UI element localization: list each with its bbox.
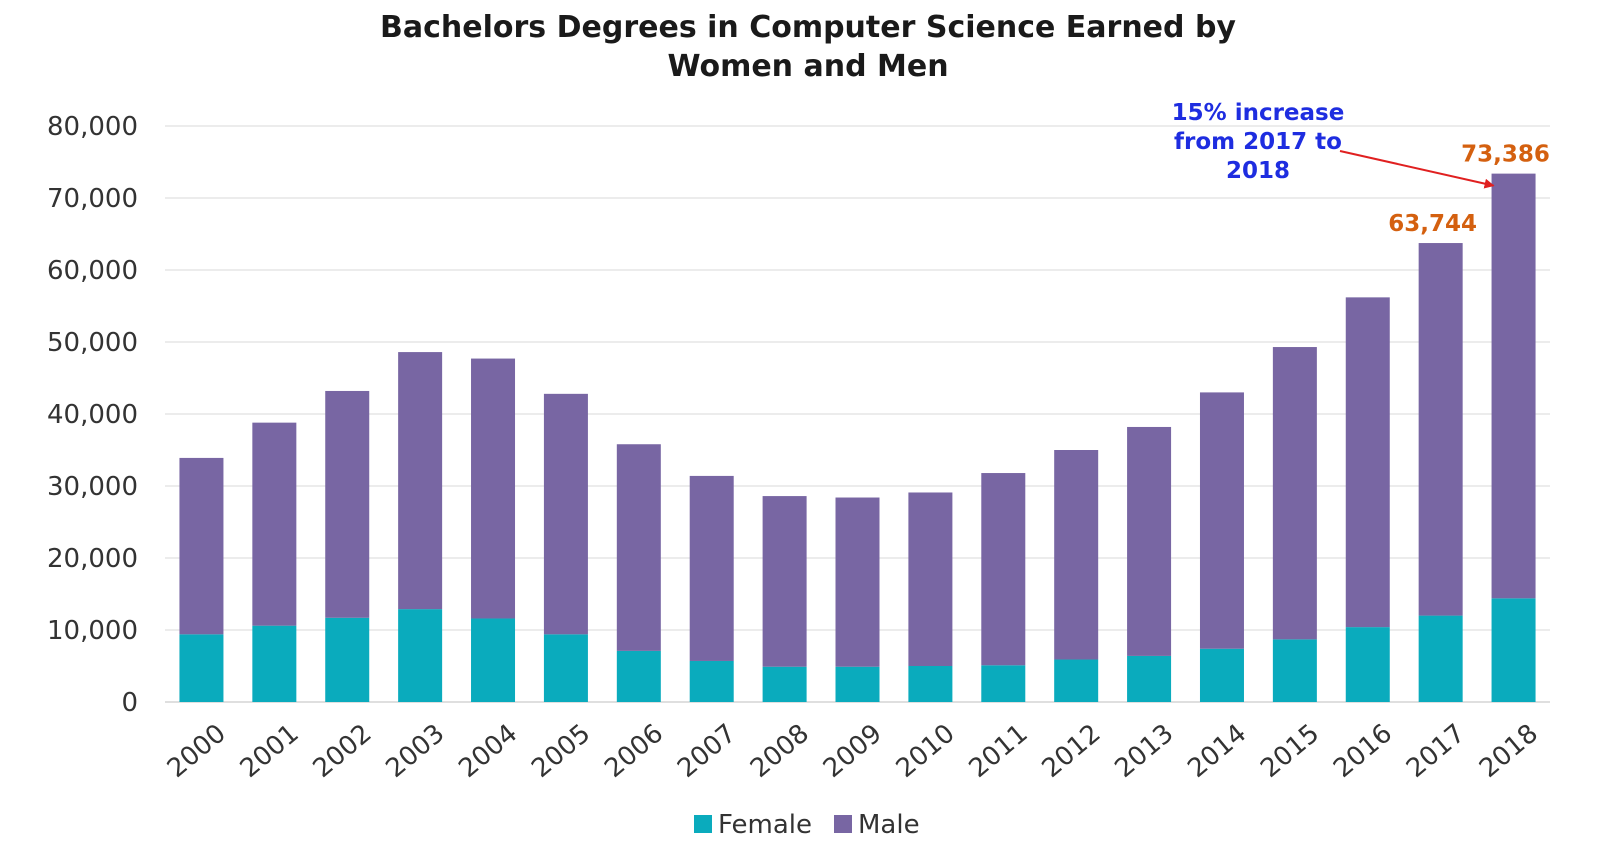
bar-male-2017 [1418,243,1463,616]
chart-title-line-1: Bachelors Degrees in Computer Science Ea… [380,10,1236,45]
bar-female-2015 [1272,639,1317,702]
bar-male-2004 [471,358,516,619]
bar-male-2008 [762,496,807,667]
legend-label-male: Male [858,810,920,840]
bar-female-2013 [1127,655,1172,702]
y-tick-label: 20,000 [47,544,138,574]
bar-female-2003 [398,609,443,702]
y-tick-label: 10,000 [47,616,138,646]
y-tick-label: 50,000 [47,328,138,358]
annotations: 63,744 73,386 15% increase from 2017 to 2018 [1172,100,1550,237]
increase-arrow [1339,150,1495,189]
x-tick-label: 2001 [235,718,305,784]
bar-female-2011 [981,665,1026,702]
bar-female-2007 [689,660,734,702]
bar-female-2009 [835,666,880,702]
bar-male-2009 [835,497,880,667]
data-label-2018: 73,386 [1461,142,1550,168]
y-tick-label: 0 [121,688,138,718]
bar-male-2005 [543,393,588,635]
x-tick-label: 2013 [1109,718,1179,784]
x-tick-label: 2003 [380,718,450,784]
x-tick-label: 2000 [162,718,232,784]
bar-male-2011 [981,473,1026,666]
x-tick-label: 2014 [1182,718,1252,784]
bar-male-2014 [1199,392,1244,649]
bar-female-2012 [1054,659,1099,702]
x-tick-label: 2002 [308,718,378,784]
x-tick-label: 2018 [1474,718,1544,784]
chart-title: Bachelors Degrees in Computer Science Ea… [380,10,1236,84]
legend: Female Male [694,810,920,840]
bar-female-2004 [471,618,516,702]
bar-female-2010 [908,666,953,702]
bar-male-2012 [1054,450,1099,660]
bar-male-2006 [616,444,661,651]
bar-male-2002 [325,390,370,618]
bar-female-2001 [252,625,297,702]
x-tick-label: 2011 [964,718,1034,784]
y-tick-label: 30,000 [47,472,138,502]
x-tick-label: 2017 [1401,718,1471,784]
chart-title-line-2: Women and Men [667,49,948,84]
x-tick-label: 2009 [818,718,888,784]
bar-male-2003 [398,352,443,610]
bar-male-2013 [1127,426,1172,656]
data-label-2017: 63,744 [1388,211,1477,237]
bar-male-2018 [1491,173,1536,599]
x-tick-label: 2012 [1037,718,1107,784]
bar-female-2002 [325,617,370,702]
increase-annotation-line: from 2017 to [1174,129,1342,155]
y-tick-label: 60,000 [47,256,138,286]
x-axis-ticks: 2000 2001 2002 2003 2004 2005 2006 2007 2008 2009… [162,718,1544,784]
bars [179,173,1536,702]
increase-annotation-line: 15% increase [1172,100,1345,126]
bar-male-2010 [908,492,953,666]
bar-female-2017 [1418,615,1463,702]
x-tick-label: 2008 [745,718,815,784]
bar-male-2016 [1345,297,1390,628]
bar-male-2000 [179,457,224,635]
bar-male-2001 [252,422,297,626]
x-tick-label: 2016 [1328,718,1398,784]
legend-label-female: Female [718,810,812,840]
legend-swatch-female [694,815,712,833]
x-tick-label: 2010 [891,718,961,784]
x-tick-label: 2006 [599,718,669,784]
bar-male-2015 [1272,347,1317,640]
bar-female-2016 [1345,627,1390,702]
bar-female-2008 [762,666,807,702]
x-tick-label: 2007 [672,718,742,784]
bar-female-2006 [616,650,661,702]
legend-swatch-male [834,815,852,833]
y-tick-label: 80,000 [47,112,138,142]
x-tick-label: 2015 [1255,718,1325,784]
bar-female-2005 [543,634,588,702]
y-axis-ticks: 0 10,000 20,000 30,000 40,000 50,000 60,000 70,… [47,112,138,718]
x-tick-label: 2005 [526,718,596,784]
bar-female-2014 [1199,648,1244,702]
x-tick-label: 2004 [453,718,523,784]
bar-male-2007 [689,475,734,661]
bar-female-2018 [1491,598,1536,702]
y-tick-label: 40,000 [47,400,138,430]
gridlines [165,125,1550,703]
increase-annotation-line: 2018 [1226,158,1290,184]
bar-female-2000 [179,634,224,702]
y-tick-label: 70,000 [47,184,138,214]
